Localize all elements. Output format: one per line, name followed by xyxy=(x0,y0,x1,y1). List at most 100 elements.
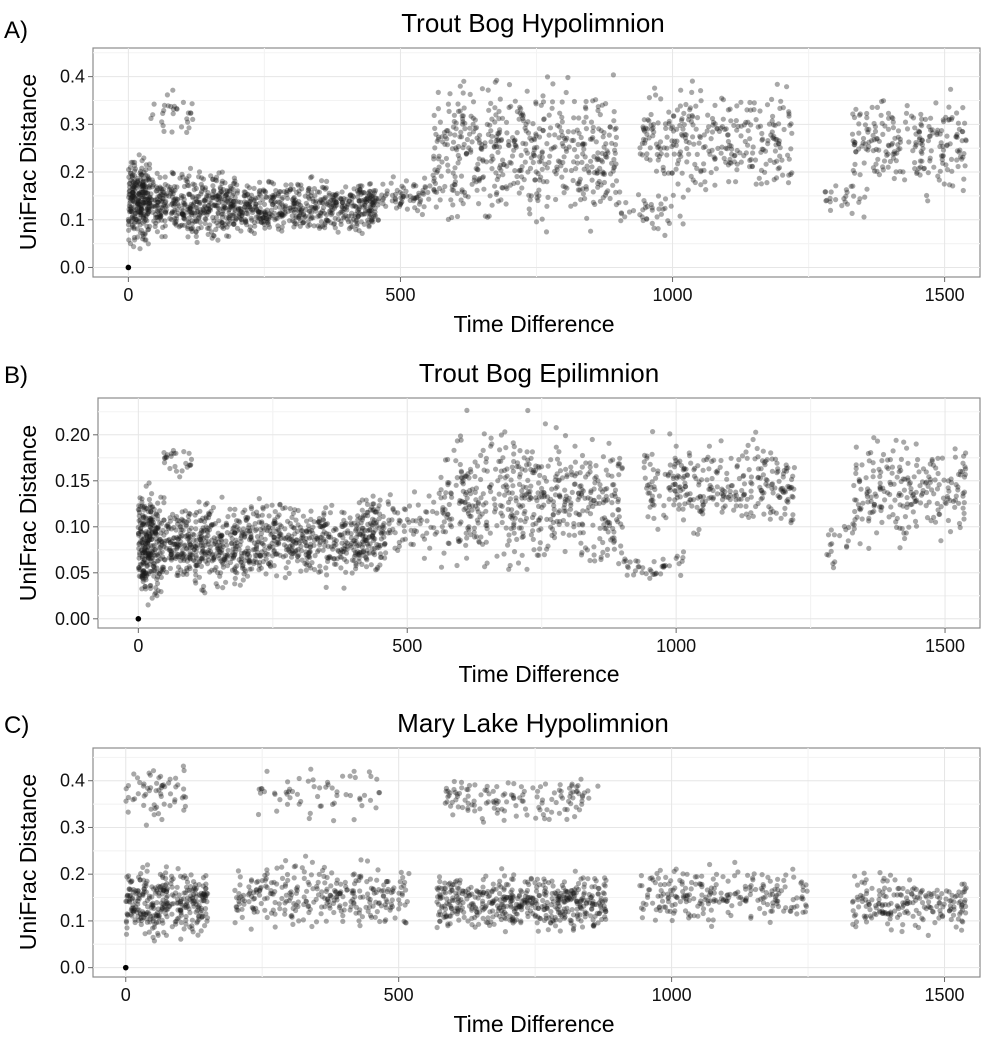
data-point xyxy=(138,206,144,212)
data-point xyxy=(890,125,897,131)
data-point xyxy=(155,516,161,522)
data-point xyxy=(591,486,597,492)
data-point xyxy=(522,495,528,501)
data-point xyxy=(139,195,145,202)
data-point xyxy=(401,528,407,535)
data-point xyxy=(146,195,152,201)
data-point xyxy=(219,494,225,500)
data-point xyxy=(494,176,500,183)
data-point xyxy=(137,199,143,205)
data-point xyxy=(462,126,468,132)
data-point xyxy=(872,491,878,497)
data-point xyxy=(253,201,259,207)
data-point xyxy=(559,174,565,180)
data-point xyxy=(392,545,398,551)
data-point xyxy=(688,173,694,179)
data-point xyxy=(170,209,176,215)
data-point xyxy=(138,204,144,210)
data-point xyxy=(960,490,966,496)
data-point xyxy=(128,177,134,183)
data-point xyxy=(890,119,896,125)
data-point xyxy=(618,218,624,224)
data-point xyxy=(230,198,236,204)
data-point xyxy=(200,207,206,213)
data-point xyxy=(789,484,795,490)
data-point xyxy=(616,200,622,206)
y-tick-label: 0.3 xyxy=(60,114,85,134)
data-point xyxy=(937,168,943,174)
data-point xyxy=(825,532,832,538)
data-point xyxy=(370,200,376,206)
data-point xyxy=(653,570,659,576)
data-point xyxy=(585,471,591,477)
data-point xyxy=(190,531,196,537)
data-point xyxy=(150,568,156,574)
data-point xyxy=(760,448,766,454)
data-point xyxy=(653,168,660,174)
data-point xyxy=(149,197,155,203)
data-point xyxy=(332,203,338,209)
data-point xyxy=(880,131,886,137)
data-point xyxy=(162,209,168,215)
data-point xyxy=(454,562,460,569)
data-point xyxy=(961,510,967,516)
data-point xyxy=(947,497,953,504)
data-point xyxy=(232,178,238,184)
data-point xyxy=(599,102,605,108)
data-point xyxy=(298,528,305,534)
data-point xyxy=(492,119,498,125)
data-point xyxy=(341,556,347,563)
data-point xyxy=(471,174,477,180)
data-point xyxy=(548,457,554,463)
data-point xyxy=(566,495,572,501)
data-point xyxy=(770,490,776,496)
data-point xyxy=(307,529,313,535)
data-point xyxy=(127,180,133,186)
data-point xyxy=(449,214,455,221)
data-point xyxy=(132,162,138,169)
data-point xyxy=(641,459,647,465)
y-tick-label: 0.05 xyxy=(55,563,90,583)
data-point xyxy=(687,497,693,503)
data-point xyxy=(382,555,388,561)
data-point xyxy=(170,171,176,177)
data-point xyxy=(498,458,504,464)
data-point xyxy=(602,486,608,492)
data-point xyxy=(500,172,506,178)
data-point xyxy=(619,466,625,472)
data-point xyxy=(138,172,144,178)
data-point xyxy=(146,176,152,182)
data-point xyxy=(600,134,606,140)
data-point xyxy=(707,486,713,492)
data-point xyxy=(317,213,323,219)
data-point xyxy=(904,126,911,132)
data-point xyxy=(380,523,386,529)
data-point xyxy=(557,494,563,500)
data-point xyxy=(375,506,381,512)
data-point xyxy=(770,113,776,119)
data-point xyxy=(132,178,138,184)
data-point xyxy=(211,188,217,194)
data-point xyxy=(154,170,160,176)
y-axis: 0.000.050.100.150.20 xyxy=(55,425,98,629)
data-point xyxy=(458,468,464,474)
data-point xyxy=(175,201,181,207)
data-point xyxy=(145,175,151,181)
data-point xyxy=(286,570,292,577)
data-point xyxy=(299,557,305,563)
data-point xyxy=(412,196,418,202)
data-point xyxy=(666,563,673,569)
data-point xyxy=(349,544,355,550)
data-point xyxy=(202,216,208,222)
data-point xyxy=(143,184,149,190)
data-point xyxy=(679,558,685,564)
data-point xyxy=(194,199,200,205)
data-point xyxy=(726,179,732,185)
data-point xyxy=(146,197,152,203)
data-point xyxy=(530,159,536,166)
data-point xyxy=(135,203,142,209)
data-point xyxy=(662,205,668,211)
data-point xyxy=(294,189,300,196)
data-point xyxy=(604,552,611,558)
data-point xyxy=(432,180,438,186)
